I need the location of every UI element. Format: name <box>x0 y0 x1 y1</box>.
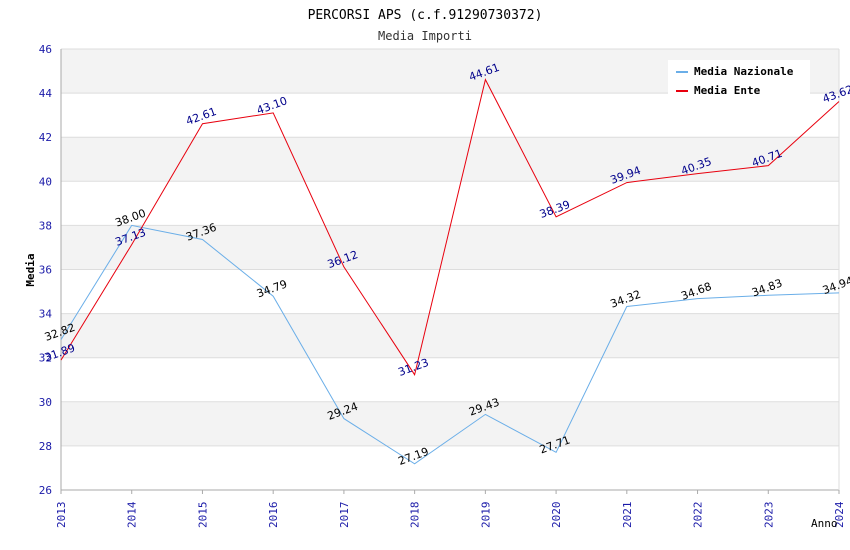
plot-band <box>61 357 839 402</box>
y-tick-label: 40 <box>39 175 52 188</box>
y-tick-label: 46 <box>39 43 52 56</box>
legend-box <box>668 60 810 96</box>
x-tick-label: 2023 <box>762 502 775 529</box>
series-line-media-ente <box>60 78 840 376</box>
legend-label-media-ente: Media Ente <box>694 84 761 97</box>
x-tick-label: 2018 <box>409 502 422 529</box>
plot-band <box>61 269 839 314</box>
plot-band <box>61 181 839 226</box>
chart-subtitle: Media Importi <box>378 29 472 43</box>
x-tick-label: 2019 <box>479 502 492 529</box>
x-tick-label: 2021 <box>621 502 634 529</box>
plot-band <box>61 445 839 490</box>
x-tick-label: 2015 <box>196 502 209 529</box>
plot-band <box>61 225 839 270</box>
x-tick-label: 2016 <box>267 502 280 529</box>
y-tick-label: 44 <box>39 87 53 100</box>
x-tick-label: 2014 <box>126 501 139 528</box>
y-axis-label: Media <box>24 253 37 286</box>
y-tick-labels: 26 28 30 32 34 36 38 40 42 44 46 <box>39 43 53 497</box>
y-tick-label: 26 <box>39 484 52 497</box>
chart-title: PERCORSI APS (c.f.91290730372) <box>308 8 543 23</box>
x-tick-label: 2020 <box>550 502 563 529</box>
legend: Media Nazionale Media Ente <box>668 60 810 97</box>
x-tick-label: 2022 <box>692 502 705 529</box>
y-tick-label: 38 <box>39 219 52 232</box>
y-tick-label: 42 <box>39 131 52 144</box>
x-tick-label: 2013 <box>55 502 68 529</box>
x-tick-labels: 2013 2014 2015 2016 2017 2018 2019 2020 2021 2022… <box>55 490 846 528</box>
y-tick-label: 30 <box>39 396 52 409</box>
y-tick-label: 34 <box>39 308 53 321</box>
series-line-media-nazionale <box>60 224 840 465</box>
x-axis-label: Anno <box>811 517 838 530</box>
axes <box>60 49 840 491</box>
plot-band <box>61 93 839 138</box>
plot-band <box>61 137 839 182</box>
legend-label-media-nazionale: Media Nazionale <box>694 65 794 78</box>
plot-band <box>61 313 839 358</box>
y-tick-label: 28 <box>39 440 52 453</box>
y-tick-label: 36 <box>39 264 52 277</box>
x-tick-label: 2017 <box>338 502 351 529</box>
y-tick-label: 32 <box>39 352 52 365</box>
x-tick-label: 2024 <box>833 501 846 528</box>
series-layer <box>60 78 840 465</box>
plot-background-bands <box>61 49 839 490</box>
